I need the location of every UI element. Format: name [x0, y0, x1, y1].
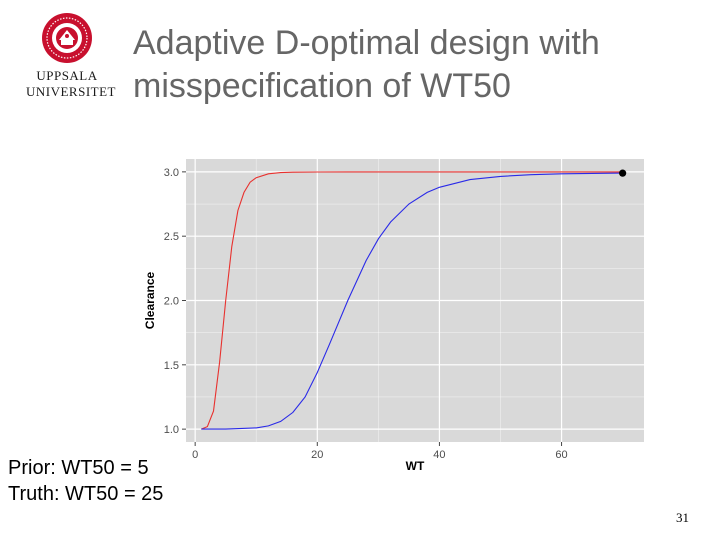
- y-tick-label: 2.0: [164, 296, 179, 308]
- y-tick-label: 1.0: [164, 424, 179, 436]
- y-tick-label: 2.5: [164, 231, 179, 243]
- university-logo: UPPSALA UNIVERSITET: [26, 12, 116, 100]
- points-layer: [619, 169, 627, 177]
- slide-title-line1: Adaptive D-optimal design with: [133, 24, 600, 62]
- y-axis-label: Clearance: [143, 271, 157, 329]
- x-tick-label: 40: [433, 449, 445, 461]
- caption: Prior: WT50 = 5 Truth: WT50 = 25: [8, 455, 163, 507]
- axis-ticks: 0 20 40 60 1.0 1.5 2.0 2.5 3.0: [164, 167, 568, 461]
- data-point: [619, 169, 627, 177]
- slide-title-line2: misspecification of WT50: [133, 67, 511, 105]
- y-tick-label: 3.0: [164, 167, 179, 179]
- y-tick-label: 1.5: [164, 360, 179, 372]
- clearance-chart: 0 20 40 60 1.0 1.5 2.0 2.5 3.0 WT Clearance: [143, 159, 644, 473]
- university-seal-icon: [42, 13, 92, 63]
- series-layer: [201, 171, 623, 430]
- caption-truth: Truth: WT50 = 25: [8, 483, 164, 505]
- logo-text-line1: UPPSALA: [36, 68, 98, 83]
- x-tick-label: 20: [311, 449, 323, 461]
- slide-title: Adaptive D-optimal design with misspecif…: [133, 22, 703, 108]
- series-line-1: [201, 171, 623, 430]
- series-line-2: [201, 172, 623, 430]
- x-tick-label: 60: [555, 449, 567, 461]
- caption-prior: Prior: WT50 = 5: [8, 457, 149, 479]
- x-tick-label: 0: [192, 449, 198, 461]
- logo-text-line2: UNIVERSITET: [26, 84, 116, 99]
- slide-number: 31: [676, 510, 689, 525]
- x-axis-label: WT: [406, 459, 425, 473]
